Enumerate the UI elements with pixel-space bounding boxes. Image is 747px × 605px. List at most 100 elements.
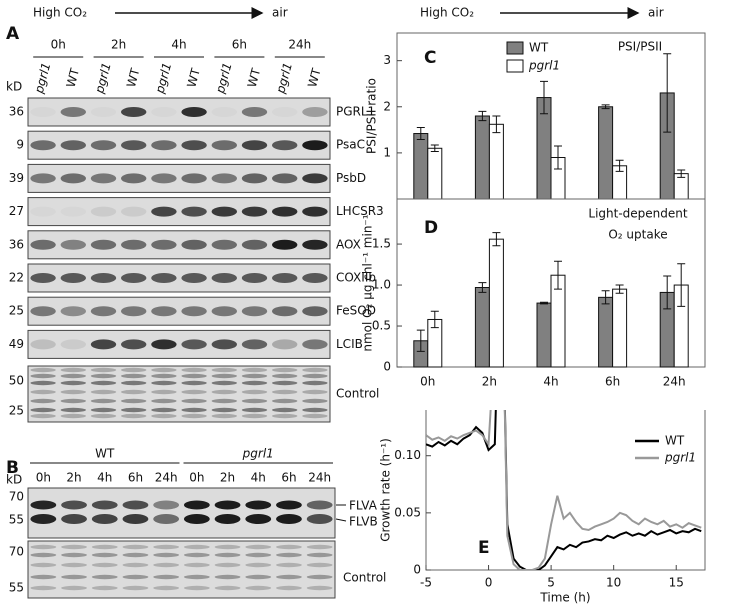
- band: [302, 407, 328, 413]
- band: [214, 500, 241, 510]
- band: [30, 373, 56, 379]
- band: [121, 306, 147, 317]
- band: [272, 140, 298, 151]
- band: [181, 407, 207, 413]
- band: [122, 500, 149, 510]
- panel-letter: C: [424, 48, 436, 68]
- band: [245, 585, 272, 591]
- band: [121, 407, 147, 413]
- bar: [427, 147, 443, 200]
- band: [272, 389, 298, 395]
- band-label: FLVB: [349, 515, 378, 529]
- band: [211, 373, 237, 379]
- band: [151, 398, 177, 404]
- band: [60, 407, 86, 413]
- band: [30, 239, 56, 250]
- time-label: 2h: [220, 471, 235, 485]
- band: [30, 574, 57, 580]
- band: [241, 407, 268, 413]
- band: [122, 585, 149, 591]
- band: [241, 398, 268, 404]
- strain-label: WT: [305, 66, 324, 89]
- band: [181, 273, 207, 283]
- kd-value: 49: [9, 337, 24, 351]
- band: [272, 173, 298, 184]
- band: [121, 367, 147, 373]
- band: [30, 389, 56, 395]
- band: [61, 562, 87, 568]
- band: [122, 562, 149, 568]
- legend-label: pgrl1: [528, 59, 560, 73]
- header-left: High CO₂: [420, 6, 474, 20]
- band: [212, 107, 237, 117]
- band: [90, 407, 117, 413]
- band: [61, 574, 87, 580]
- band: [306, 552, 333, 558]
- error-bar: [677, 263, 686, 307]
- kd-label: kD: [6, 80, 22, 94]
- band: [60, 173, 86, 184]
- blot-label: PGRL1: [336, 105, 375, 119]
- band: [60, 339, 86, 350]
- error-bar: [492, 232, 501, 247]
- band: [91, 544, 118, 550]
- blot-label: PsaC: [336, 138, 365, 152]
- band: [121, 107, 147, 117]
- band: [276, 514, 302, 524]
- header-left: High CO₂: [33, 6, 87, 20]
- band: [121, 239, 147, 250]
- band: [302, 398, 328, 404]
- band: [30, 367, 56, 373]
- band: [276, 585, 302, 591]
- bar: [488, 123, 504, 200]
- band: [302, 413, 328, 419]
- band: [153, 500, 180, 510]
- chart-title: PSI/PSII: [618, 40, 662, 54]
- band: [30, 500, 57, 510]
- time-label: 24h: [155, 471, 178, 485]
- y-tick-label: 1: [383, 145, 391, 159]
- band: [121, 413, 147, 419]
- error-bar: [540, 301, 548, 305]
- strain-label: pgrl1: [213, 61, 235, 96]
- x-tick-label: 5: [547, 576, 555, 590]
- band: [214, 552, 241, 558]
- band: [181, 239, 207, 250]
- band: [183, 552, 210, 558]
- y-tick-label: 1.0: [372, 278, 391, 292]
- band: [245, 574, 272, 580]
- y-axis-label: Growth rate (h⁻¹): [379, 438, 393, 542]
- legend-label: pgrl1: [664, 451, 696, 465]
- error-bar: [677, 169, 686, 178]
- x-tick-label: 2h: [482, 375, 497, 389]
- band: [272, 107, 297, 117]
- band: [60, 367, 86, 373]
- band: [90, 398, 117, 404]
- band: [214, 585, 241, 591]
- band: [272, 273, 298, 283]
- band: [121, 389, 147, 395]
- band: [121, 173, 147, 184]
- band: [272, 339, 298, 350]
- band: [30, 407, 56, 413]
- blot-label: PsbD: [336, 171, 366, 185]
- band: [181, 373, 207, 379]
- time-label: 0h: [36, 471, 51, 485]
- strain-label: pgrl1: [152, 61, 174, 96]
- band: [181, 173, 207, 184]
- band: [181, 398, 207, 404]
- band: [181, 306, 207, 317]
- band: [276, 574, 302, 580]
- band: [91, 574, 118, 580]
- band: [121, 339, 147, 350]
- time-label: 0h: [189, 471, 204, 485]
- band: [211, 407, 237, 413]
- band: [60, 107, 86, 117]
- legend-swatch: [506, 59, 524, 73]
- error-bar: [478, 110, 487, 122]
- band: [302, 140, 328, 151]
- band: [153, 514, 180, 524]
- axis-frame: [425, 410, 706, 571]
- band: [302, 239, 328, 250]
- band: [302, 107, 328, 117]
